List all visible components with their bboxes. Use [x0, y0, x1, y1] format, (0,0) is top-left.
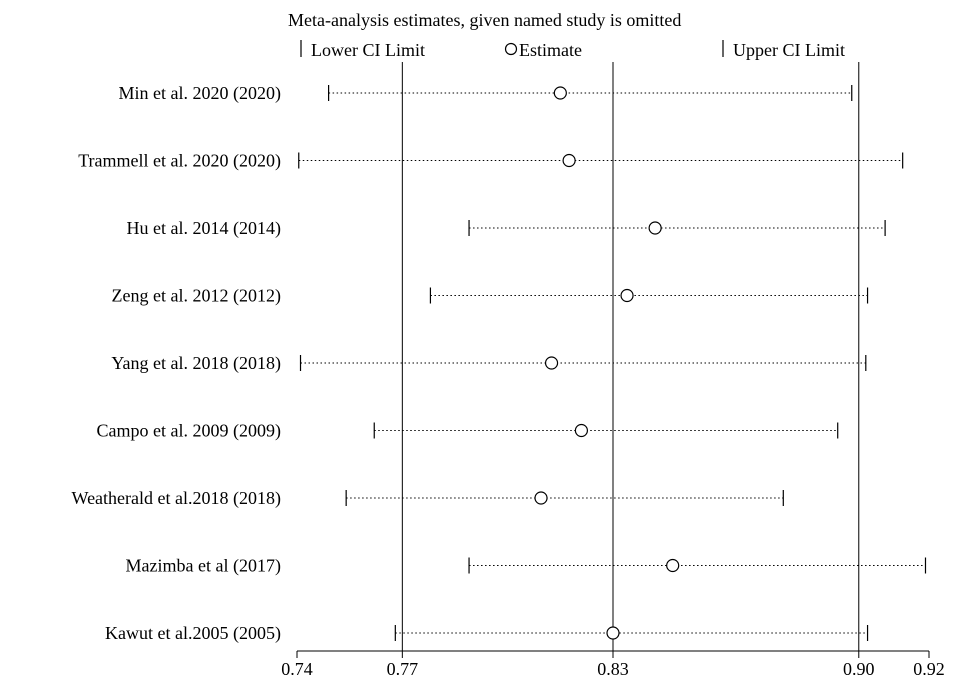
study-row: Min et al. 2020 (2020): [119, 83, 853, 104]
estimate-marker: [553, 86, 567, 100]
legend-estimate-label: Estimate: [519, 40, 582, 60]
estimate-marker: [666, 558, 680, 573]
study-label: Mazimba et al (2017): [126, 556, 281, 577]
x-tick-label: 0.74: [281, 659, 313, 679]
estimate-marker: [574, 423, 589, 438]
study-label: Yang et al. 2018 (2018): [111, 353, 281, 374]
study-label: Kawut et al.2005 (2005): [105, 623, 281, 644]
study-label: Trammell et al. 2020 (2020): [78, 151, 281, 172]
estimate-marker: [534, 491, 548, 505]
study-row: Hu et al. 2014 (2014): [127, 218, 886, 239]
study-label: Weatherald et al.2018 (2018): [72, 488, 281, 509]
study-label: Zeng et al. 2012 (2012): [112, 286, 281, 307]
study-row: Weatherald et al.2018 (2018): [72, 488, 784, 509]
estimate-marker: [544, 356, 559, 370]
legend-lower-label: Lower CI Limit: [311, 40, 425, 60]
chart-title: Meta-analysis estimates, given named stu…: [288, 10, 681, 30]
x-axis: 0.74 0.77 0.83 0.90 0.92: [281, 650, 945, 679]
reference-lines: [401, 62, 860, 651]
x-tick-label: 0.83: [597, 659, 629, 679]
estimate-marker: [606, 626, 620, 640]
estimate-marker: [620, 288, 634, 303]
legend-upper-label: Upper CI Limit: [733, 40, 845, 60]
x-tick-label: 0.90: [843, 659, 875, 679]
study-row: Trammell et al. 2020 (2020): [78, 151, 904, 172]
estimate-marker: [562, 153, 576, 168]
x-tick-label: 0.92: [913, 659, 945, 679]
study-label: Min et al. 2020 (2020): [119, 83, 281, 104]
study-rows: Min et al. 2020 (2020) Trammell et al. 20…: [72, 83, 927, 644]
study-row: Yang et al. 2018 (2018): [111, 353, 867, 374]
study-row: Kawut et al.2005 (2005): [105, 623, 869, 644]
study-row: Campo et al. 2009 (2009): [97, 421, 839, 442]
estimate-marker: [648, 221, 662, 235]
study-label: Hu et al. 2014 (2014): [127, 218, 281, 239]
study-label: Campo et al. 2009 (2009): [97, 421, 281, 442]
study-row: Mazimba et al (2017): [126, 556, 927, 577]
x-tick-label: 0.77: [387, 659, 419, 679]
legend-estimate-circle-icon: [504, 42, 518, 56]
legend: Lower CI Limit Estimate Upper CI Limit: [300, 40, 845, 60]
study-row: Zeng et al. 2012 (2012): [112, 286, 869, 307]
